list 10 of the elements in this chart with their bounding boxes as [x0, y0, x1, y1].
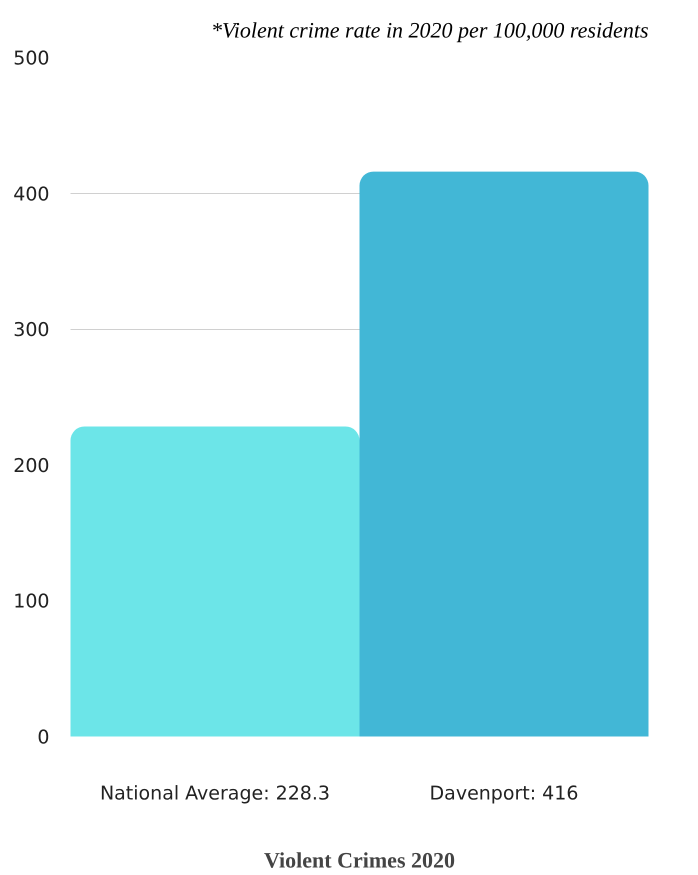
y-tick-label: 300 [13, 319, 50, 342]
y-tick-label: 0 [37, 726, 50, 748]
x-tick-label: Davenport: 416 [430, 782, 578, 804]
y-tick-label: 400 [13, 183, 50, 206]
y-tick-label: 100 [13, 590, 50, 613]
chart-title: *Violent crime rate in 2020 per 100,000 residents [211, 18, 649, 42]
y-tick-label: 200 [13, 454, 50, 477]
x-axis-title: Violent Crimes 2020 [264, 848, 456, 872]
x-tick-label: National Average: 228.3 [100, 782, 330, 804]
y-tick-label: 500 [13, 48, 50, 70]
